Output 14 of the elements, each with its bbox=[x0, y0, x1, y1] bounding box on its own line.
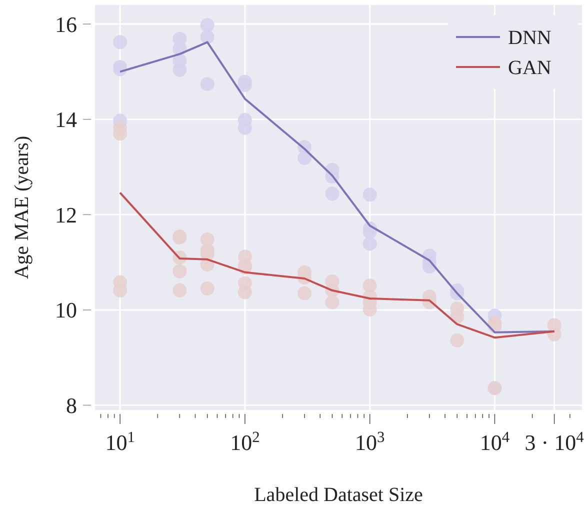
y-tick-label: 12 bbox=[55, 202, 77, 228]
x-tick-label: 10$^{3}$ bbox=[354, 428, 385, 455]
x-tick-label: 3 · 10$^{4}$ bbox=[524, 428, 584, 455]
x-tick-label: 10$^{4}$ bbox=[480, 428, 510, 455]
x-tick-label: 10$^{1}$ bbox=[105, 428, 135, 455]
legend-label: DNN bbox=[508, 27, 552, 49]
x-tick-label: 10$^{2}$ bbox=[230, 428, 260, 455]
y-tick-label: 10 bbox=[55, 298, 77, 323]
y-axis-title: Age MAE (years) bbox=[11, 136, 33, 280]
x-axis-title: Labeled Dataset Size bbox=[254, 484, 424, 506]
legend-label: GAN bbox=[508, 57, 552, 79]
y-tick-label: 16 bbox=[55, 12, 77, 37]
y-tick-label: 14 bbox=[55, 107, 77, 132]
y-tick-label: 8 bbox=[66, 392, 77, 418]
